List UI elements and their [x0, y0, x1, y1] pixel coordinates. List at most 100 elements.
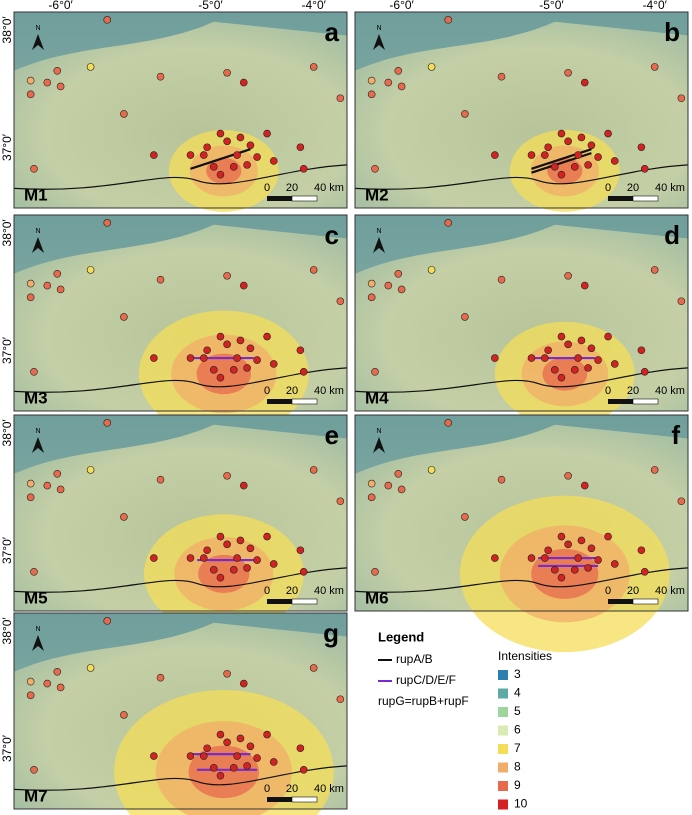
legend-line-label: rupC/D/E/F	[396, 673, 456, 687]
station	[461, 313, 469, 321]
station	[86, 664, 95, 672]
station	[367, 90, 376, 99]
station	[397, 285, 406, 294]
station	[336, 695, 345, 704]
north-label: N	[376, 428, 381, 435]
station	[263, 332, 271, 341]
station	[223, 340, 231, 349]
north-arrow	[373, 34, 385, 50]
model-label: M2	[365, 185, 389, 204]
station	[239, 481, 248, 490]
station	[394, 269, 403, 278]
intensity-swatch	[498, 762, 508, 773]
panel-letter: e	[325, 420, 339, 450]
station	[156, 673, 165, 682]
station	[253, 153, 261, 161]
station	[336, 297, 345, 306]
station	[253, 356, 261, 364]
station	[210, 163, 218, 171]
north-arrow	[32, 34, 44, 50]
scale-bar-label: 0	[605, 385, 611, 397]
panel-letter: g	[323, 618, 339, 648]
station	[650, 266, 659, 274]
station	[253, 754, 261, 762]
north-arrow	[32, 437, 44, 453]
intensity-zone	[542, 357, 588, 391]
station	[557, 373, 566, 382]
station	[200, 151, 208, 159]
station	[497, 72, 506, 81]
station	[150, 151, 158, 159]
coastline	[13, 765, 348, 791]
intensity-label: 7	[514, 741, 521, 755]
station	[233, 554, 241, 562]
station	[210, 366, 218, 374]
station	[30, 568, 38, 576]
station	[86, 466, 95, 474]
panel-frame	[13, 214, 348, 412]
panel-frame	[13, 414, 348, 612]
station	[527, 554, 536, 562]
station	[299, 766, 308, 774]
station	[427, 63, 436, 71]
station	[309, 266, 318, 274]
station	[461, 513, 469, 521]
station	[367, 479, 376, 488]
station	[551, 366, 559, 374]
station	[186, 752, 195, 760]
scale-bar-label: 0	[264, 182, 270, 194]
intensity-label: 3	[514, 667, 521, 681]
station	[246, 742, 255, 751]
station	[584, 161, 592, 169]
scale-bar-label: 20	[286, 783, 298, 795]
station	[677, 297, 686, 306]
station	[371, 165, 379, 173]
station	[263, 730, 271, 739]
station	[86, 63, 95, 71]
scale-bar-black	[267, 196, 292, 201]
station	[200, 354, 208, 362]
station	[236, 133, 245, 142]
latitude-label: 38°0′	[0, 219, 14, 247]
panel-frame	[354, 214, 689, 412]
longitude-label: -5°0′	[198, 0, 223, 12]
north-label: N	[35, 428, 40, 435]
station	[604, 129, 612, 138]
coastline	[354, 367, 689, 393]
scale-bar-black	[267, 399, 292, 404]
station	[200, 752, 208, 760]
station	[150, 752, 158, 760]
station	[203, 546, 211, 555]
north-label: N	[35, 626, 40, 633]
station	[103, 219, 112, 227]
station	[564, 137, 572, 146]
model-label: M6	[365, 588, 389, 607]
scale-bar-label: 40 km	[314, 783, 344, 795]
north-label: N	[35, 228, 40, 235]
station	[216, 771, 225, 780]
station	[394, 469, 403, 478]
station	[367, 76, 376, 85]
station	[394, 66, 403, 75]
station	[203, 346, 211, 355]
legend-note: rupG=rupB+rupF	[378, 694, 469, 708]
station	[637, 546, 646, 555]
station	[216, 373, 225, 382]
station	[56, 485, 65, 494]
intensity-label: 6	[514, 723, 521, 737]
panel-letter: f	[671, 420, 680, 450]
station	[296, 744, 305, 753]
station	[229, 163, 238, 171]
station	[246, 141, 255, 150]
scale-bar-white	[291, 195, 318, 202]
station	[43, 481, 52, 490]
station	[491, 151, 499, 159]
scale-bar-label: 40 km	[655, 182, 685, 194]
station	[229, 566, 238, 574]
station	[564, 68, 572, 77]
station	[584, 564, 592, 572]
